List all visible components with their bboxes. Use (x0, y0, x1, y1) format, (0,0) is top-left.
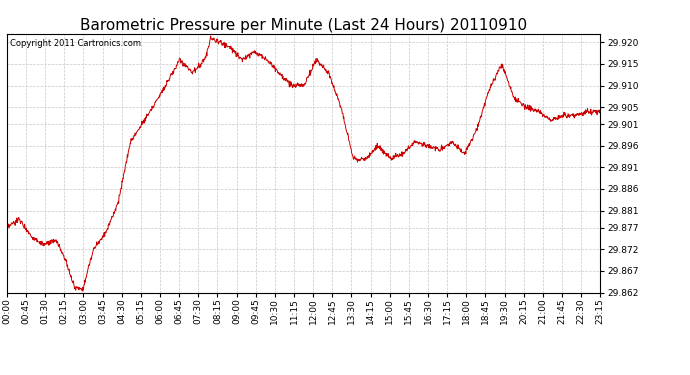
Title: Barometric Pressure per Minute (Last 24 Hours) 20110910: Barometric Pressure per Minute (Last 24 … (80, 18, 527, 33)
Text: Copyright 2011 Cartronics.com: Copyright 2011 Cartronics.com (10, 39, 141, 48)
